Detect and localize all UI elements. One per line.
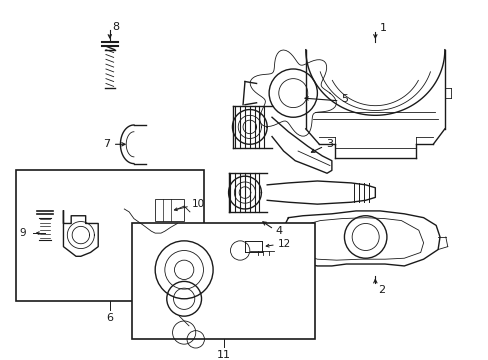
Text: 4: 4 [275,226,283,236]
Text: 1: 1 [379,23,386,33]
Text: 11: 11 [216,350,230,360]
Bar [16,170,204,301]
Text: 9: 9 [20,228,26,238]
Text: 3: 3 [325,139,332,149]
Bar [155,199,184,221]
Text: 8: 8 [112,22,120,32]
Text: 7: 7 [102,139,110,149]
Bar [132,224,315,339]
Text: 12: 12 [277,239,290,249]
Text: 5: 5 [341,94,348,104]
Text: 6: 6 [106,313,113,323]
Text: 10: 10 [191,199,204,209]
Text: 2: 2 [377,285,385,295]
